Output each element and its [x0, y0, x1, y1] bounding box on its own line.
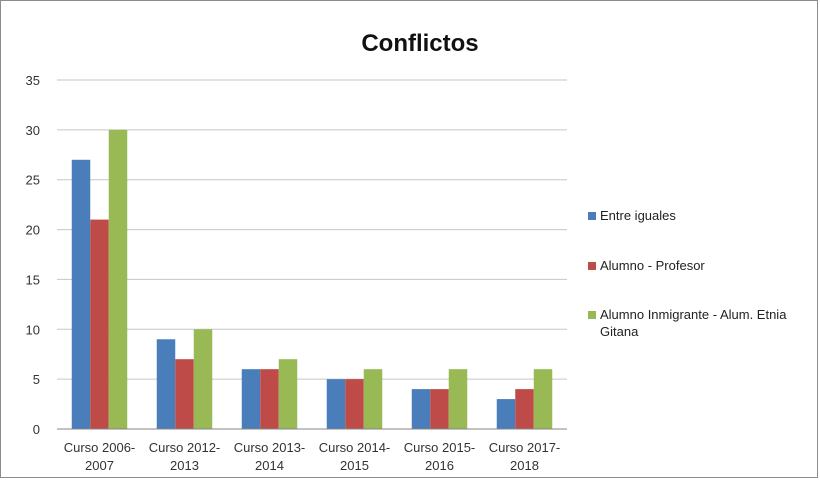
- y-tick-label: 35: [26, 73, 40, 88]
- legend-swatch: [588, 262, 596, 270]
- x-tick-label: 2007: [85, 458, 114, 473]
- x-tick-label: Curso 2017-: [489, 440, 561, 455]
- bar: [71, 159, 91, 429]
- legend-item: Alumno Inmigrante - Alum. Etnia Gitana: [588, 306, 820, 340]
- x-tick-label: Curso 2013-: [234, 440, 306, 455]
- y-tick-label: 0: [33, 422, 40, 437]
- gridlines: [57, 79, 567, 380]
- legend-item: Entre iguales: [588, 207, 676, 224]
- x-axis-ticks: Curso 2006- 2007 Curso 2012- 2013 Curso 2013…: [64, 440, 561, 473]
- x-tick-label: 2015: [340, 458, 369, 473]
- x-tick-label: 2013: [170, 458, 199, 473]
- legend-item: Alumno - Profesor: [588, 257, 705, 274]
- bar: [108, 129, 128, 429]
- x-tick-label: Curso 2014-: [319, 440, 391, 455]
- y-axis-ticks: 0 5 10 15 20 25 30 35: [26, 73, 40, 437]
- bars: [71, 129, 553, 429]
- y-tick-label: 30: [26, 123, 40, 138]
- y-tick-label: 15: [26, 272, 40, 287]
- bar: [175, 359, 194, 429]
- bar: [363, 369, 383, 429]
- bar: [260, 369, 279, 429]
- bar: [515, 389, 534, 429]
- legend-label: Entre iguales: [600, 208, 676, 223]
- bar: [90, 219, 109, 429]
- bar: [241, 369, 261, 429]
- bar: [496, 399, 516, 429]
- legend-swatch: [588, 212, 596, 220]
- x-tick-label: 2016: [425, 458, 454, 473]
- bar: [345, 379, 364, 429]
- bar: [156, 339, 176, 429]
- x-tick-label: 2018: [510, 458, 539, 473]
- x-tick-label: Curso 2012-: [149, 440, 221, 455]
- chart-title: Conflictos: [361, 30, 479, 57]
- legend-label: Alumno - Profesor: [600, 258, 705, 273]
- y-tick-label: 20: [26, 223, 40, 238]
- y-tick-label: 5: [33, 372, 40, 387]
- bar: [430, 389, 449, 429]
- legend-swatch: [588, 311, 596, 319]
- x-tick-label: 2014: [255, 458, 284, 473]
- bar: [278, 359, 298, 429]
- bar: [411, 389, 431, 429]
- x-tick-label: Curso 2006-: [64, 440, 136, 455]
- bar: [193, 329, 213, 429]
- bar: [326, 379, 346, 429]
- x-tick-label: Curso 2015-: [404, 440, 476, 455]
- bar: [448, 369, 468, 429]
- y-tick-label: 10: [26, 322, 40, 337]
- bar: [533, 369, 553, 429]
- y-tick-label: 25: [26, 173, 40, 188]
- legend-label: Alumno Inmigrante - Alum. Etnia Gitana: [600, 307, 787, 339]
